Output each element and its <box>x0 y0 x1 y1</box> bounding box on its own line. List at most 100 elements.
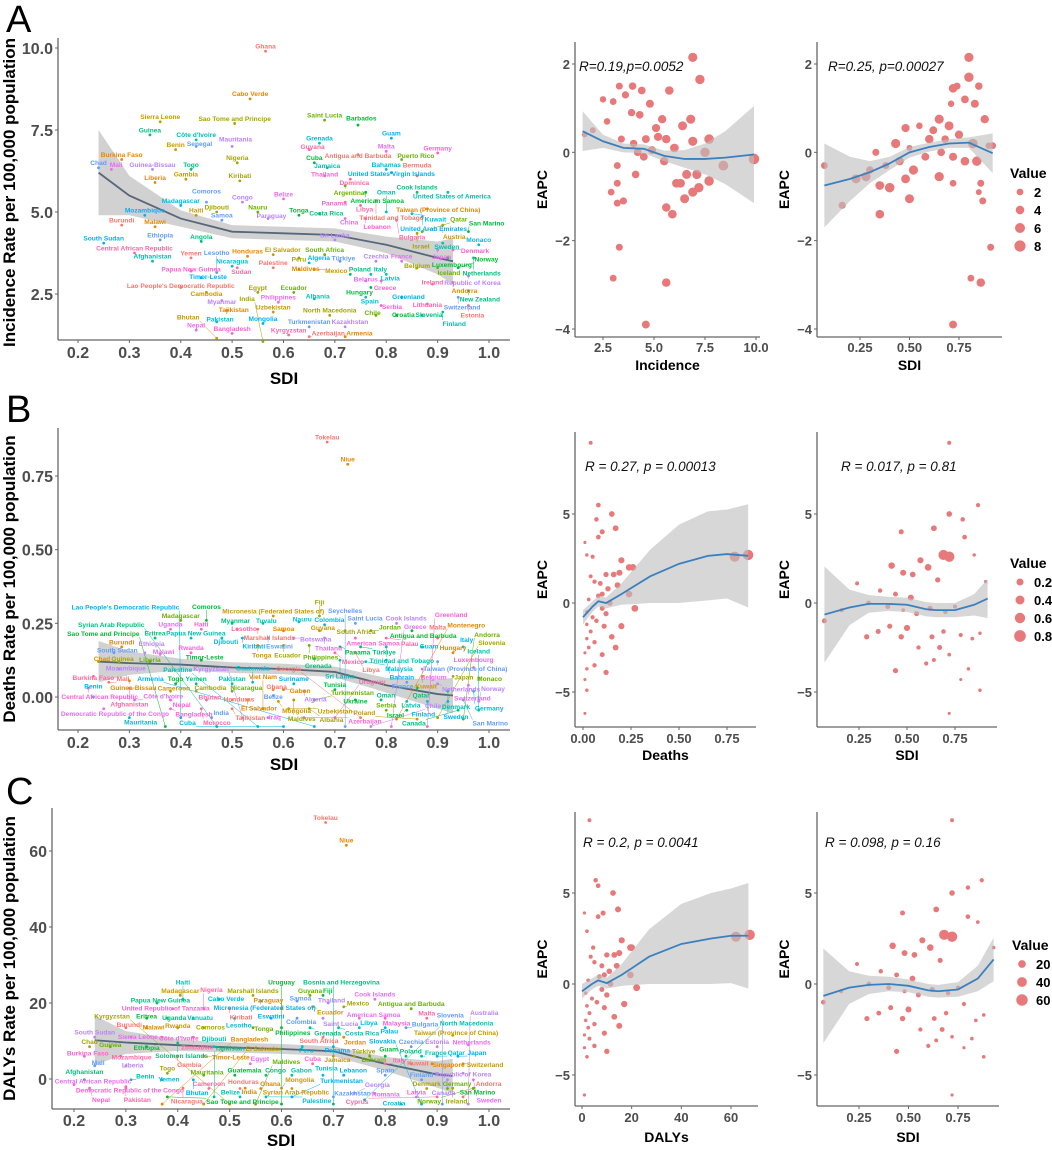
eapc-point <box>929 126 938 135</box>
country-label: Ghana <box>266 684 287 691</box>
y-tick-label: −4 <box>555 322 571 337</box>
country-label: Pakistan <box>207 316 234 323</box>
country-label: Nepal <box>187 322 205 329</box>
country-point <box>435 1045 439 1049</box>
country-label: Malaysia <box>383 1020 411 1027</box>
country-point <box>280 1007 283 1011</box>
country-label: Antigua and Barbuda <box>325 153 392 160</box>
country-label: Poland <box>400 1049 422 1056</box>
eapc-point <box>688 52 698 62</box>
country-label: Micronesia (Federated States of) <box>214 1005 316 1012</box>
country-label: Thailand <box>311 171 338 178</box>
correlation-annotation: R = 0.017, p = 0.81 <box>841 459 957 474</box>
correlation-annotation: R=0.25, p=0.00027 <box>828 59 944 74</box>
country-point <box>264 1095 268 1099</box>
country-label: Andorra <box>452 288 478 295</box>
legend-label: 0.8 <box>1034 629 1052 644</box>
country-label: Czechia <box>399 1039 424 1046</box>
country-point <box>248 97 252 101</box>
country-point <box>357 1016 361 1020</box>
label-leader-line <box>468 1016 471 1105</box>
country-point <box>280 1102 283 1106</box>
country-label: Djibouti <box>204 204 229 211</box>
country-point <box>251 994 255 997</box>
country-label: Djibouti <box>202 1036 227 1043</box>
country-label: Guam <box>382 131 401 138</box>
country-label: Slovenia <box>437 1013 464 1020</box>
country-point <box>410 629 414 633</box>
legend-label: 0.6 <box>1034 611 1052 626</box>
country-point <box>202 1026 206 1030</box>
y-tick-label: −5 <box>797 1068 812 1083</box>
country-label: Senegal <box>187 141 212 148</box>
country-point <box>191 1035 195 1039</box>
country-point <box>404 1054 408 1058</box>
country-label: Slovakia <box>369 1038 396 1045</box>
country-point <box>280 1086 283 1090</box>
y-axis-title: EAPC <box>534 560 550 599</box>
country-point <box>368 1054 372 1058</box>
country-label: Malawi <box>144 219 166 226</box>
eapc-point <box>587 1011 592 1016</box>
country-label: Saint Lucia <box>323 1021 359 1028</box>
country-label: Oman <box>377 189 396 196</box>
country-point <box>405 700 409 703</box>
country-point <box>420 313 424 317</box>
country-point <box>436 716 440 720</box>
country-point <box>373 997 377 1001</box>
country-label: Samoa <box>211 213 233 220</box>
y-tick-label: 0.50 <box>22 543 53 560</box>
country-label: France <box>392 683 414 690</box>
country-label: Cuba <box>179 720 196 727</box>
eapc-point <box>645 99 654 108</box>
country-label: Greenland <box>392 294 425 301</box>
country-point <box>261 340 265 343</box>
country-label: Malta <box>418 1011 435 1018</box>
country-point <box>441 223 445 227</box>
country-label: Maldives <box>292 266 320 273</box>
x-tick-label: 0.7 <box>322 1113 344 1130</box>
country-label: San Marino <box>473 721 509 728</box>
country-point <box>326 1001 330 1005</box>
country-point <box>199 658 203 662</box>
country-point <box>415 266 419 270</box>
country-point <box>179 716 183 720</box>
eapc-point <box>967 274 975 282</box>
x-tick-label: 0.75 <box>945 1110 970 1125</box>
country-label: Central African Republic <box>55 1078 132 1085</box>
eapc-point <box>978 688 982 692</box>
country-label: Central African Republic <box>96 245 173 252</box>
country-point <box>194 138 198 142</box>
country-label: Norway <box>481 686 505 693</box>
country-points <box>86 440 481 728</box>
country-point <box>425 725 429 728</box>
country-label: Australia <box>470 1010 499 1017</box>
country-point <box>86 686 90 690</box>
eapc-point <box>582 911 587 915</box>
eapc-point <box>950 1034 954 1039</box>
eapc-point <box>604 1048 610 1055</box>
country-label: Thailand <box>315 645 342 652</box>
country-label: Cuba <box>304 1056 321 1063</box>
eapc-point <box>966 667 971 671</box>
size-legend: Value 20 40 60 <box>1012 937 1050 1008</box>
eapc-point <box>931 1016 937 1022</box>
country-label: Myanmar <box>221 618 250 625</box>
y-axis-title: EAPC <box>534 170 550 209</box>
label-leader-line <box>129 1019 230 1105</box>
country-point <box>321 1016 325 1020</box>
label-leader-line <box>458 262 475 268</box>
panel-letter-b: B <box>6 389 31 431</box>
country-label: Cabo Verde <box>208 996 245 1003</box>
label-leader-line <box>396 628 448 720</box>
country-point <box>302 689 306 693</box>
country-label: Türkiye <box>352 1049 376 1056</box>
country-point <box>220 218 224 222</box>
country-point <box>467 683 470 687</box>
country-label: Finland <box>412 712 435 719</box>
legend-label: 60 <box>1036 993 1050 1008</box>
country-point <box>325 166 329 170</box>
country-point <box>383 1073 387 1077</box>
country-point <box>151 167 154 171</box>
eapc-point <box>610 890 616 896</box>
